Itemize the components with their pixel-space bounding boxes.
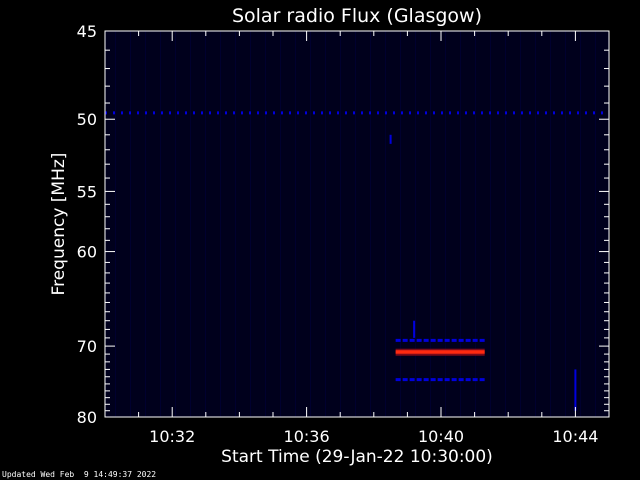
noise-column bbox=[535, 31, 536, 417]
noise-column bbox=[565, 31, 566, 417]
noise-column bbox=[115, 31, 116, 417]
noise-column bbox=[475, 31, 476, 417]
x-tick-label: 10:36 bbox=[284, 427, 330, 446]
noise-column bbox=[595, 31, 596, 417]
noise-column bbox=[280, 31, 281, 417]
noise-column bbox=[160, 31, 161, 417]
noise-column bbox=[415, 31, 416, 417]
noise-column bbox=[385, 31, 386, 417]
x-tick-label: 10:44 bbox=[552, 427, 598, 446]
noise-column bbox=[175, 31, 176, 417]
noise-column bbox=[220, 31, 221, 417]
emission-features bbox=[105, 111, 609, 411]
axis-ticks: 10:32 10:36 10:40 10:44 45 50 55 60 70 80 bbox=[77, 22, 609, 446]
noise-column bbox=[460, 31, 461, 417]
noise-column bbox=[340, 31, 341, 417]
noise-column bbox=[430, 31, 431, 417]
noise-column bbox=[490, 31, 491, 417]
noise-column bbox=[310, 31, 311, 417]
noise-column bbox=[550, 31, 551, 417]
y-tick-label: 60 bbox=[77, 243, 97, 262]
noise-column bbox=[355, 31, 356, 417]
noise-column bbox=[145, 31, 146, 417]
noise-column bbox=[445, 31, 446, 417]
noise-column bbox=[580, 31, 581, 417]
y-axis-label: Frequency [MHz] bbox=[49, 153, 69, 296]
noise-column bbox=[250, 31, 251, 417]
y-tick-label: 45 bbox=[77, 22, 97, 41]
updated-timestamp: Updated Wed Feb 9 14:49:37 2022 bbox=[2, 470, 157, 479]
noise-texture bbox=[115, 31, 596, 417]
x-tick-label: 10:40 bbox=[418, 427, 464, 446]
noise-column bbox=[325, 31, 326, 417]
x-tick-label: 10:32 bbox=[149, 427, 195, 446]
noise-column bbox=[370, 31, 371, 417]
noise-column bbox=[190, 31, 191, 417]
noise-column bbox=[520, 31, 521, 417]
noise-column bbox=[295, 31, 296, 417]
noise-column bbox=[400, 31, 401, 417]
y-tick-label: 50 bbox=[77, 110, 97, 129]
plot-frame bbox=[104, 30, 610, 418]
noise-column bbox=[205, 31, 206, 417]
x-axis-label: Start Time (29-Jan-22 10:30:00) bbox=[221, 447, 493, 467]
y-tick-label: 70 bbox=[77, 337, 97, 356]
noise-column bbox=[235, 31, 236, 417]
emission-band bbox=[395, 350, 485, 354]
noise-column bbox=[265, 31, 266, 417]
y-tick-label: 80 bbox=[77, 408, 97, 427]
chart-title: Solar radio Flux (Glasgow) bbox=[232, 5, 482, 27]
y-tick-label: 55 bbox=[77, 182, 97, 201]
noise-column bbox=[505, 31, 506, 417]
noise-column bbox=[130, 31, 131, 417]
plot-background bbox=[105, 31, 609, 417]
